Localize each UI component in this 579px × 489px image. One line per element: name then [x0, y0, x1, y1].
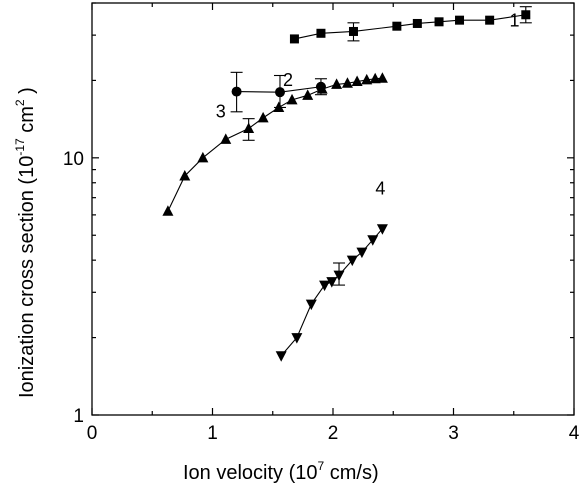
series-label-2: 2	[283, 70, 293, 90]
series-labels-layer: 1 2 3 4	[216, 10, 520, 198]
error-bars-layer	[230, 6, 532, 286]
data-point-4	[305, 299, 317, 311]
data-point-4	[291, 333, 303, 344]
series-line-3	[167, 77, 383, 212]
y-axis-title-sup2: 2	[13, 99, 27, 106]
data-point-3	[179, 169, 191, 181]
data-point-3	[341, 77, 353, 88]
x-axis-title-post: cm/s)	[324, 462, 378, 484]
x-tick-label: 0	[87, 423, 98, 444]
y-axis-title-post: )	[16, 87, 38, 99]
data-point-4	[356, 247, 368, 259]
y-axis-title: Ionization cross section (10-17 cm2 )	[13, 87, 38, 398]
data-point-3	[197, 151, 209, 163]
x-tick-label: 4	[569, 423, 579, 444]
data-point-1	[485, 15, 495, 25]
x-axis-title: Ion velocity (107 cm/s)	[183, 459, 379, 484]
markers-layer	[162, 10, 531, 362]
data-point-3	[273, 101, 285, 112]
data-point-3	[286, 93, 298, 105]
data-point-3	[243, 122, 255, 134]
data-point-4	[346, 255, 358, 267]
data-point-1	[521, 10, 531, 20]
series-label-1: 1	[509, 10, 519, 30]
data-point-2	[274, 87, 285, 98]
data-point-4	[333, 270, 345, 282]
data-point-3	[162, 205, 174, 216]
data-point-1	[412, 18, 422, 28]
data-point-3	[376, 72, 388, 83]
x-tick-label: 3	[448, 423, 459, 444]
data-point-3	[316, 83, 328, 94]
data-point-1	[289, 34, 299, 44]
x-axis-title-sup: 7	[318, 459, 325, 473]
x-tick-label: 2	[328, 423, 339, 444]
data-point-4	[376, 224, 388, 235]
data-point-1	[434, 17, 444, 27]
y-axis-title-sup1: -17	[13, 138, 27, 156]
data-point-4	[367, 235, 379, 246]
data-point-3	[369, 72, 381, 84]
y-axis-title-pre: Ionization cross section (10	[16, 156, 38, 398]
data-point-3	[361, 73, 373, 85]
series-label-4: 4	[375, 179, 385, 199]
data-point-4	[319, 280, 331, 292]
y-axis-title-mid: cm	[16, 106, 38, 138]
data-point-3	[331, 78, 343, 89]
data-point-1	[392, 21, 402, 31]
plot-frame	[91, 2, 575, 416]
x-axis-title-pre: Ion velocity (10	[183, 462, 318, 484]
data-point-2	[231, 86, 242, 97]
data-point-3	[220, 133, 232, 144]
data-point-1	[348, 26, 358, 36]
data-point-3	[302, 89, 314, 100]
series-label-3: 3	[216, 101, 226, 121]
data-point-4	[326, 277, 338, 288]
data-point-4	[275, 351, 287, 362]
y-tick-label: 1	[73, 406, 84, 427]
lines-layer	[167, 14, 526, 357]
y-tick-label: 10	[63, 149, 84, 170]
data-point-1	[316, 28, 326, 38]
data-point-3	[257, 111, 269, 123]
data-point-1	[455, 15, 465, 25]
x-tick-label: 1	[207, 423, 218, 444]
data-point-3	[351, 75, 363, 87]
